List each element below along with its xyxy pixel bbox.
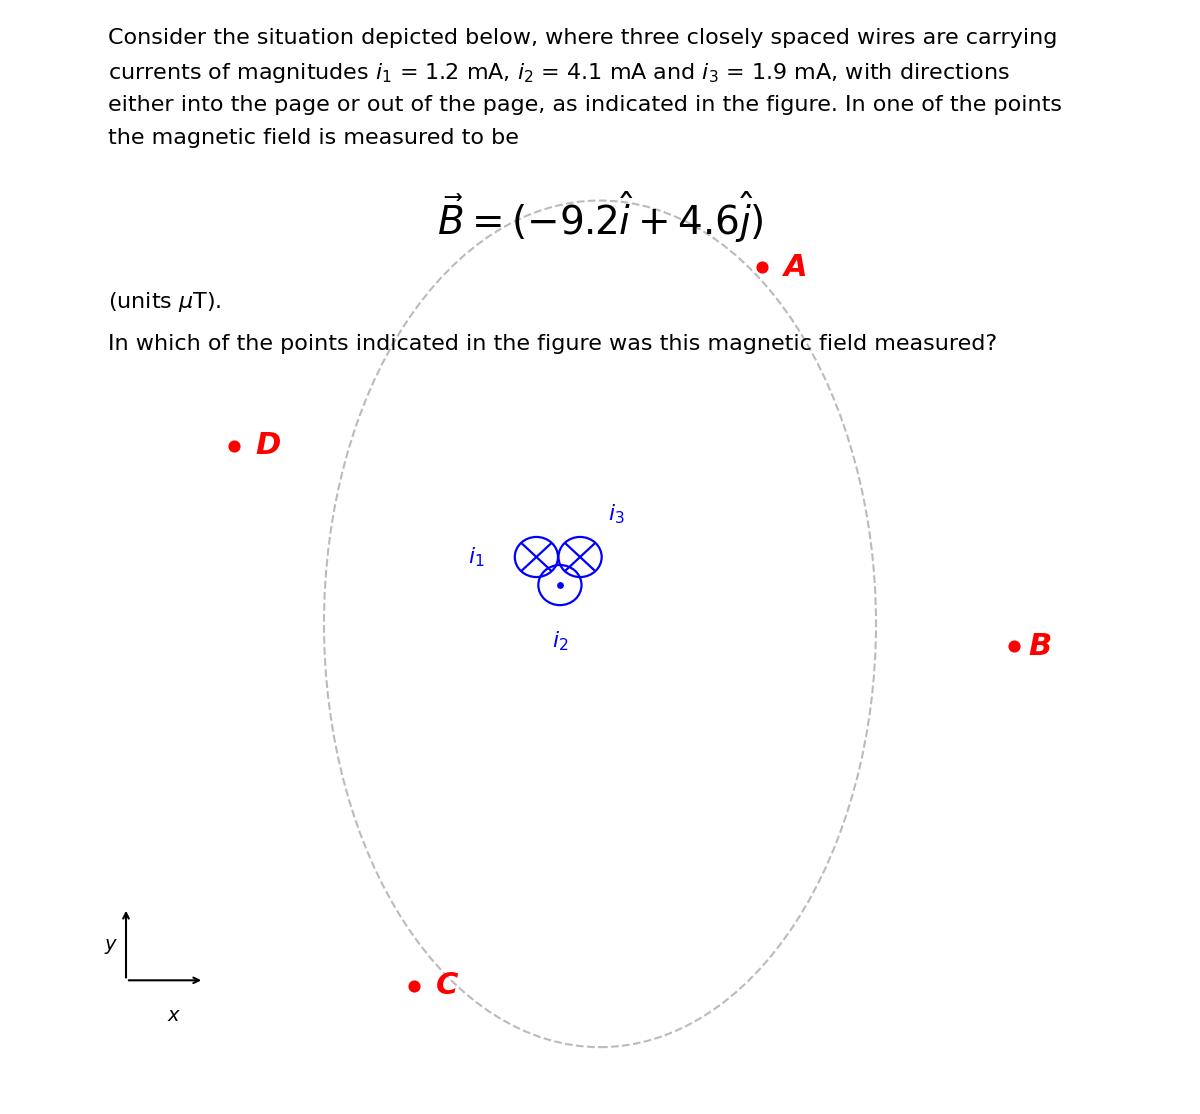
Text: $\vec{B} = (-9.2\hat{i} + 4.6\hat{j})$: $\vec{B} = (-9.2\hat{i} + 4.6\hat{j})$ (437, 189, 763, 245)
Text: Consider the situation depicted below, where three closely spaced wires are carr: Consider the situation depicted below, w… (108, 28, 1057, 48)
Text: $i_2$: $i_2$ (552, 629, 568, 653)
Text: the magnetic field is measured to be: the magnetic field is measured to be (108, 128, 518, 148)
Text: (units $\mu$T).: (units $\mu$T). (108, 290, 222, 314)
Text: $i_3$: $i_3$ (607, 502, 624, 526)
Text: B: B (1028, 632, 1051, 661)
Point (404, 977, 424, 995)
Text: y: y (104, 935, 116, 954)
Text: D: D (256, 431, 281, 460)
Text: currents of magnitudes $i_1$ = 1.2 mA, $i_2$ = 4.1 mA and $i_3$ = 1.9 mA, with d: currents of magnitudes $i_1$ = 1.2 mA, $… (108, 61, 1009, 86)
Text: In which of the points indicated in the figure was this magnetic field measured?: In which of the points indicated in the … (108, 334, 997, 354)
Text: either into the page or out of the page, as indicated in the figure. In one of t: either into the page or out of the page,… (108, 95, 1062, 115)
Text: $i_1$: $i_1$ (468, 545, 485, 569)
Point (752, 258, 772, 276)
Point (551, 576, 570, 594)
Text: C: C (436, 971, 458, 1000)
Point (224, 437, 244, 455)
Text: A: A (784, 253, 808, 282)
Text: x: x (167, 1006, 179, 1026)
Point (1004, 637, 1024, 655)
